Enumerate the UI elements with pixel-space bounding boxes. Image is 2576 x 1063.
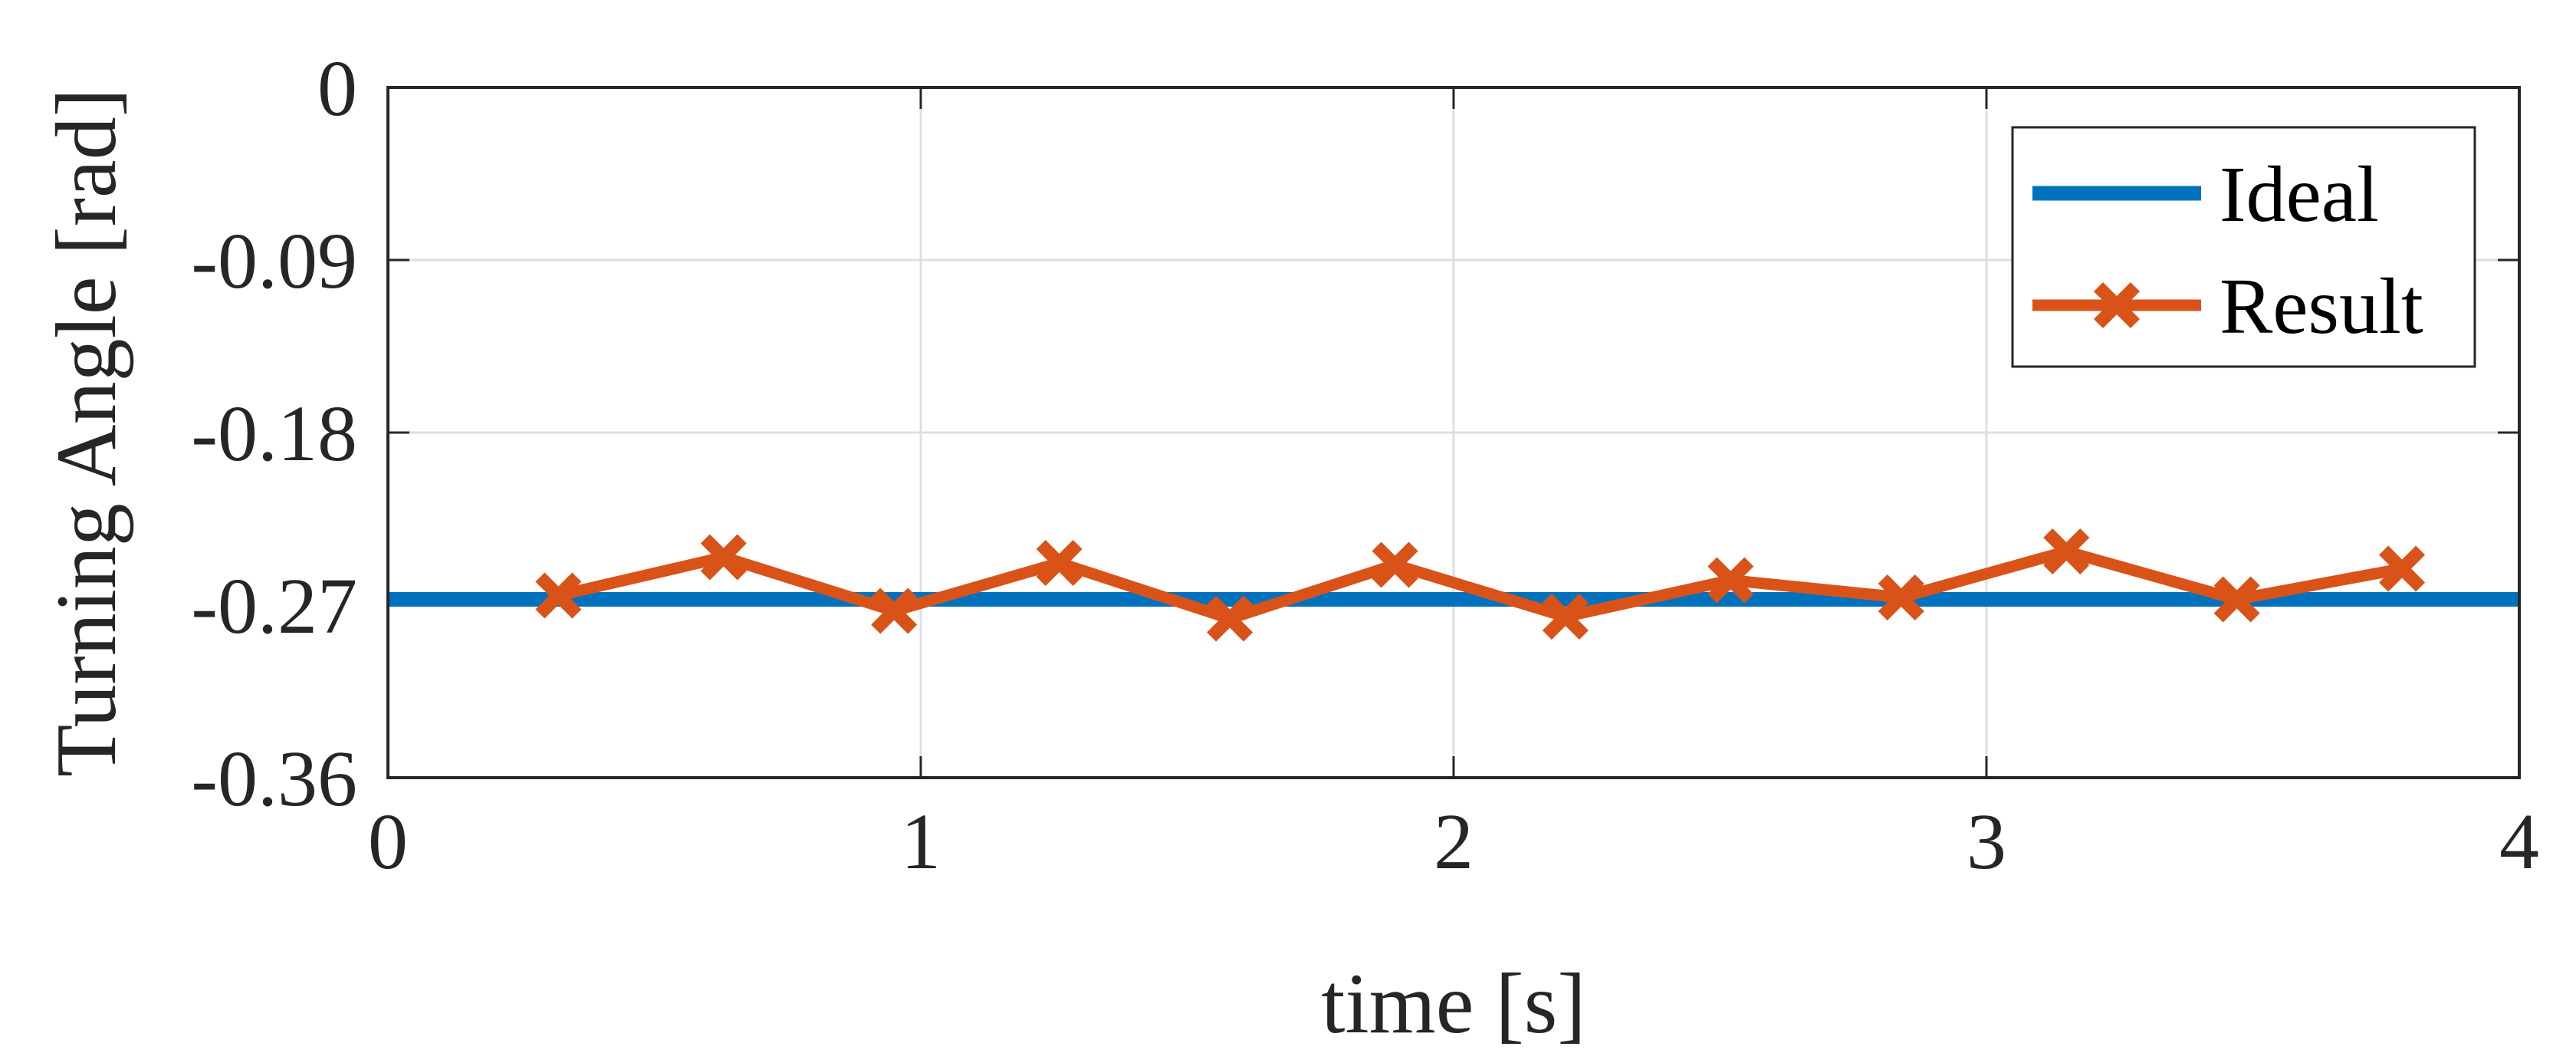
y-tick-label: -0.18 bbox=[191, 390, 357, 478]
x-tick-label: 2 bbox=[1434, 798, 1474, 886]
legend-marker-result bbox=[2093, 281, 2141, 329]
legend-label-ideal: Ideal bbox=[2220, 150, 2379, 239]
x-tick-label: 3 bbox=[1967, 798, 2006, 886]
data-point-result bbox=[871, 587, 918, 634]
series-line-result bbox=[557, 545, 2404, 625]
data-point-result bbox=[2043, 528, 2090, 575]
x-tick-label: 1 bbox=[901, 798, 941, 886]
data-point-result bbox=[1542, 593, 1589, 640]
data-point-result bbox=[2213, 576, 2260, 623]
data-point-result bbox=[1878, 574, 1924, 621]
data-point-result bbox=[1372, 541, 1418, 588]
legend-box bbox=[2011, 126, 2476, 368]
y-tick-label: -0.09 bbox=[191, 217, 357, 305]
data-point-result bbox=[1707, 557, 1754, 604]
data-point-result bbox=[2379, 545, 2426, 592]
y-tick-label: 0 bbox=[317, 44, 357, 133]
x-tick-label: 0 bbox=[368, 798, 408, 886]
y-tick-label: -0.27 bbox=[191, 562, 357, 650]
data-point-result bbox=[700, 534, 747, 581]
x-axis-label: time [s] bbox=[1321, 956, 1585, 1051]
x-tick-label: 4 bbox=[2499, 798, 2539, 886]
legend: Ideal Result bbox=[2011, 126, 2476, 368]
y-tick-label: -0.36 bbox=[191, 735, 357, 823]
data-point-result bbox=[535, 572, 582, 619]
legend-label-result: Result bbox=[2220, 262, 2423, 350]
plot-frame bbox=[386, 86, 2521, 779]
tick-labels: 0 1 2 3 4 0 -0.09 -0.18 -0.27 -0.36 bbox=[191, 44, 2539, 886]
data-series bbox=[388, 528, 2519, 642]
data-point-result bbox=[1207, 595, 1254, 642]
y-axis-label: Turning Angle [rad] bbox=[39, 88, 134, 777]
data-point-result bbox=[1036, 539, 1083, 587]
